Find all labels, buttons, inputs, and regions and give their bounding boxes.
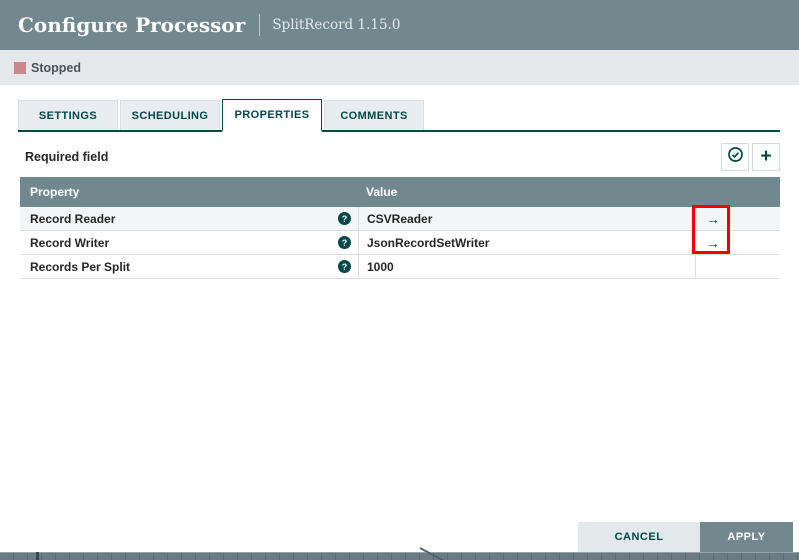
property-name-cell: Record Writer ?	[20, 231, 358, 254]
go-to-service-arrow-icon[interactable]: →	[706, 210, 720, 227]
canvas-grid-mark	[36, 552, 39, 560]
table-header: Property Value	[20, 177, 780, 207]
status-bar: Stopped	[0, 50, 799, 85]
cancel-button[interactable]: CANCEL	[578, 522, 700, 552]
plus-icon: +	[760, 145, 772, 167]
add-property-button[interactable]: +	[752, 143, 780, 171]
property-action-cell	[695, 255, 780, 278]
apply-button[interactable]: APPLY	[700, 522, 793, 552]
help-icon[interactable]: ?	[338, 236, 351, 249]
title-separator	[259, 14, 261, 36]
help-icon[interactable]: ?	[338, 260, 351, 273]
table-row-record-writer[interactable]: Record Writer ? JsonRecordSetWriter →	[20, 231, 780, 255]
tab-comments[interactable]: COMMENTS	[324, 100, 424, 130]
table-row-records-per-split[interactable]: Records Per Split ? 1000	[20, 255, 780, 279]
go-to-service-arrow-icon[interactable]: →	[706, 234, 720, 251]
property-name: Records Per Split	[30, 259, 131, 274]
verify-properties-button[interactable]	[721, 143, 749, 171]
property-name-cell: Records Per Split ?	[20, 255, 358, 278]
table-row-record-reader[interactable]: Record Reader ? CSVReader →	[20, 207, 780, 231]
property-action-cell: →	[695, 231, 780, 254]
toolbar-buttons: +	[721, 143, 780, 171]
column-header-property: Property	[30, 185, 80, 199]
property-value-cell[interactable]: CSVReader	[358, 207, 695, 230]
property-name: Record Reader	[30, 211, 116, 226]
stopped-icon	[14, 61, 26, 74]
property-action-cell: →	[695, 207, 780, 230]
dialog-titlebar: Configure Processor SplitRecord 1.15.0	[0, 0, 799, 50]
help-icon[interactable]: ?	[338, 212, 351, 225]
nifi-canvas-edge	[0, 552, 799, 560]
property-value: 1000	[367, 259, 394, 274]
tab-scheduling[interactable]: SCHEDULING	[120, 100, 220, 130]
check-circle-icon	[727, 146, 744, 168]
property-name: Record Writer	[30, 235, 110, 250]
processor-name-version: SplitRecord 1.15.0	[272, 17, 401, 33]
tab-bar: SETTINGS SCHEDULING PROPERTIES COMMENTS	[18, 99, 780, 132]
property-value-cell[interactable]: JsonRecordSetWriter	[358, 231, 695, 254]
tab-settings[interactable]: SETTINGS	[18, 100, 118, 130]
properties-toolbar: Required field +	[25, 142, 780, 172]
status-label: Stopped	[31, 60, 81, 75]
property-value: CSVReader	[367, 211, 433, 226]
properties-table: Property Value Record Reader ? CSVReader…	[20, 177, 780, 279]
tab-properties[interactable]: PROPERTIES	[222, 99, 322, 132]
property-value: JsonRecordSetWriter	[367, 235, 490, 250]
property-name-cell: Record Reader ?	[20, 207, 358, 230]
required-field-label: Required field	[25, 150, 109, 164]
dialog-title: Configure Processor	[18, 13, 246, 37]
column-header-value: Value	[366, 185, 398, 199]
property-value-cell[interactable]: 1000	[358, 255, 695, 278]
